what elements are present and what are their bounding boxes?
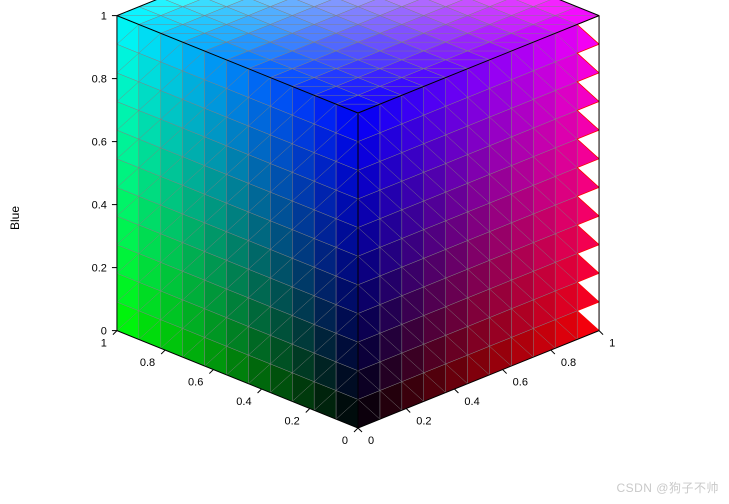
svg-text:0: 0 xyxy=(368,435,374,447)
svg-text:0: 0 xyxy=(342,435,348,447)
svg-text:0.4: 0.4 xyxy=(464,396,479,408)
svg-text:1: 1 xyxy=(609,338,615,350)
svg-text:0.8: 0.8 xyxy=(92,74,107,86)
bottom-fade xyxy=(0,474,120,504)
svg-text:0.6: 0.6 xyxy=(92,137,107,149)
svg-text:1: 1 xyxy=(101,11,107,23)
svg-text:0.4: 0.4 xyxy=(92,200,107,212)
svg-text:1: 1 xyxy=(101,338,107,350)
svg-text:0.4: 0.4 xyxy=(236,396,251,408)
svg-text:0.8: 0.8 xyxy=(140,357,155,369)
svg-text:0.2: 0.2 xyxy=(284,416,299,428)
svg-text:0.6: 0.6 xyxy=(513,377,528,389)
svg-text:0: 0 xyxy=(101,326,107,338)
svg-text:0.6: 0.6 xyxy=(188,377,203,389)
rgb-cube-figure: RGB Color Space Blue 00.20.40.60.8100.20… xyxy=(0,0,729,504)
rgb-cube-plot: 00.20.40.60.8100.20.40.60.8100.20.40.60.… xyxy=(0,0,729,504)
svg-text:0.2: 0.2 xyxy=(416,416,431,428)
svg-text:0.2: 0.2 xyxy=(92,263,107,275)
svg-text:0.8: 0.8 xyxy=(561,357,576,369)
watermark: CSDN @狗子不帅 xyxy=(616,479,719,496)
